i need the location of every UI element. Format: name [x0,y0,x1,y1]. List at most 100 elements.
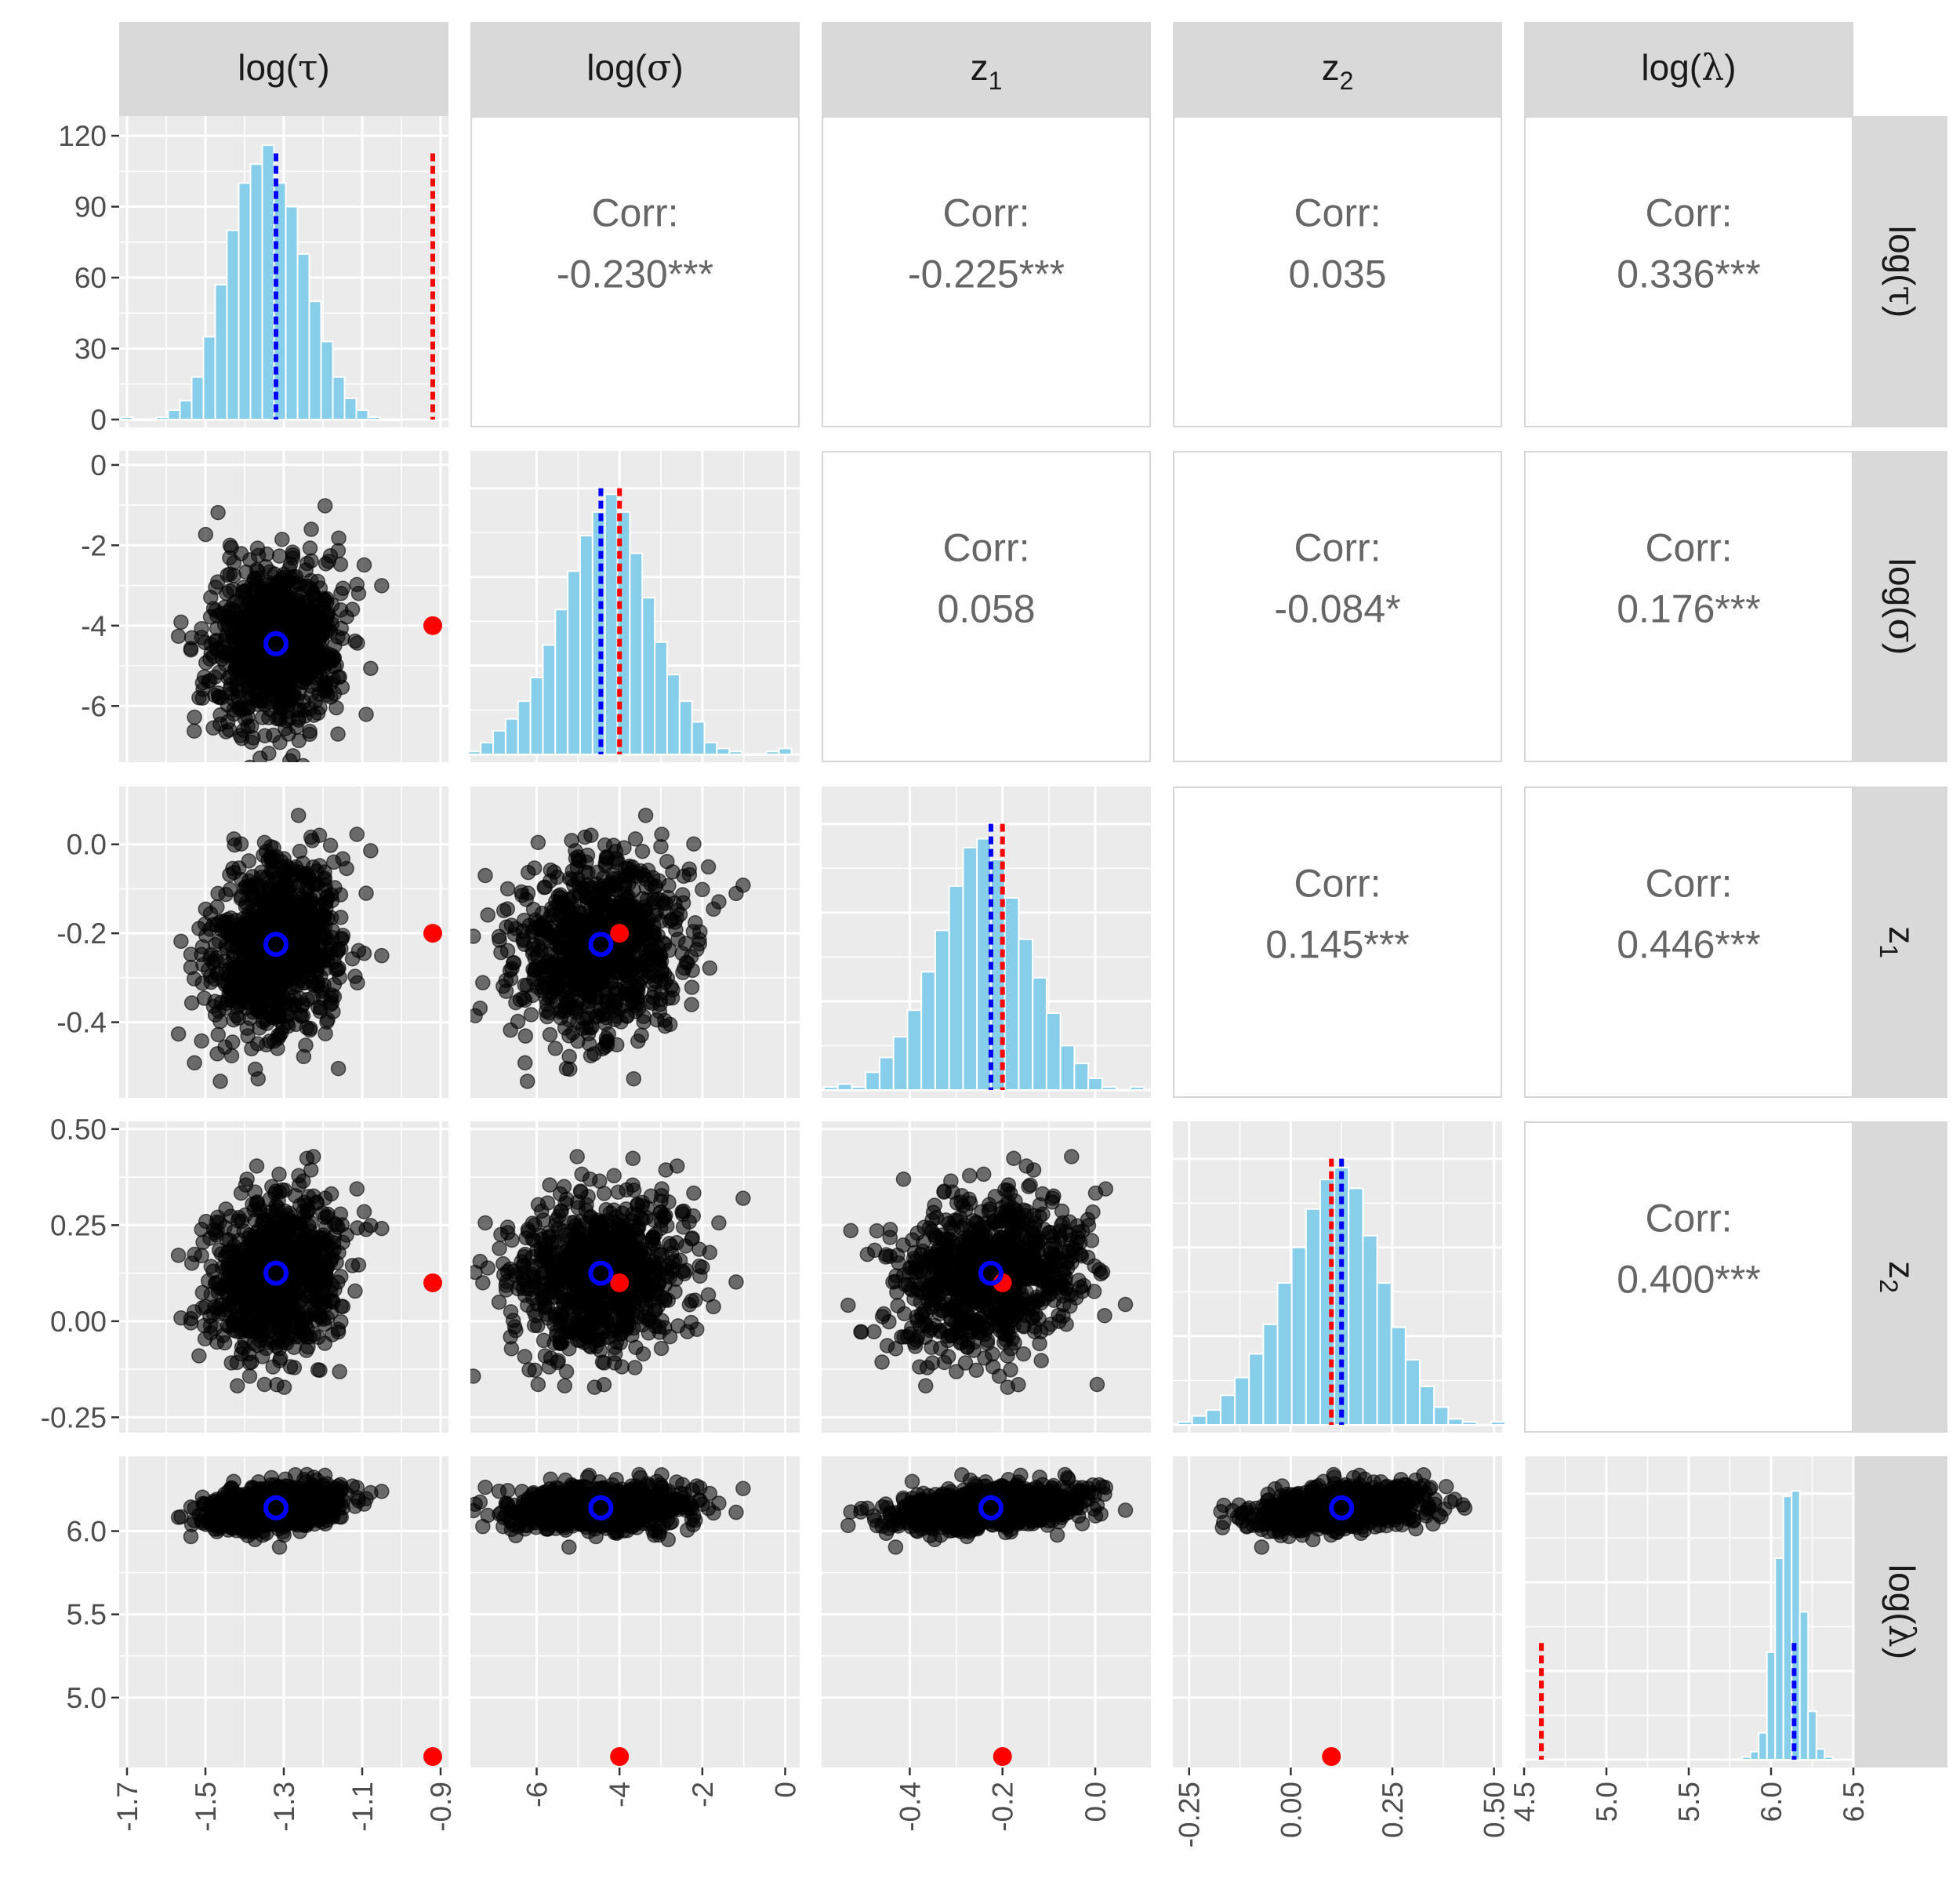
strip-label-tail: ) [1882,306,1922,318]
sample-point [654,1181,670,1197]
sample-point [292,1329,308,1345]
sample-point [211,689,227,706]
sample-point [472,1001,488,1016]
row-strip: log(λ) [1853,1456,1947,1768]
sample-point [256,834,273,851]
sample-point [537,1242,554,1258]
sample-point [323,1186,339,1202]
sample-point [520,885,536,901]
sample-point [569,1149,585,1164]
sample-point [596,1186,612,1201]
sample-point [607,1232,622,1248]
sample-point [335,580,351,597]
sample-point [537,879,554,896]
histogram-bar [865,1071,880,1092]
sample-point [258,1037,274,1053]
sample-point [183,1315,199,1331]
sample-point [256,696,273,713]
strip-label-text: z1 [1875,926,1922,958]
sample-point [212,664,227,681]
row-strip-bg [1853,451,1947,762]
sample-point [528,1308,544,1324]
histogram-bar [666,674,681,756]
sample-point [259,546,275,562]
row-strip: log(σ) [1853,451,1947,762]
sample-point [212,1215,227,1230]
sample-point [681,867,698,883]
sample-point [557,1378,573,1393]
correlation-panel: Corr:0.446*** [1524,787,1853,1098]
correlation-panel: Corr:0.176*** [1524,451,1853,762]
histogram-bar [504,718,519,756]
strip-label-text: z2 [1875,1261,1922,1293]
point-cloud [470,1149,751,1395]
sample-point [282,691,299,707]
strip-label: log(σ) [1881,558,1923,655]
strip-label-symbol: σ [1881,618,1923,642]
sample-point [627,925,644,940]
sample-point [495,903,512,918]
sample-point [282,993,299,1009]
sample-point [549,869,565,885]
sample-point [575,1285,591,1302]
sample-point [648,904,665,920]
row-strip-bg [1853,1456,1947,1768]
sample-point [502,1261,518,1277]
sample-point [187,1055,202,1071]
sample-point [326,685,343,702]
histogram-bar [691,721,706,756]
histogram-bar [542,644,557,756]
histogram-panel [822,787,1151,1098]
sample-point [630,1001,647,1016]
correlation-label: Corr: [942,526,1029,570]
histogram-bar [554,609,569,756]
point-cloud [170,498,442,762]
sample-point [291,732,307,749]
sample-point [349,827,365,842]
sample-point [256,588,271,605]
histogram-bar [765,750,780,755]
sample-point [303,1020,318,1037]
sample-point [575,881,591,896]
scatter-panel [119,787,448,1098]
strip-label: log(λ) [1881,1564,1923,1659]
histogram-bar [920,971,936,1091]
strip-label-text: z2 [1322,47,1354,95]
sample-point [261,745,277,761]
sample-point [262,564,278,579]
sample-point [527,1362,543,1379]
sample-point [191,1348,207,1364]
sample-point [350,1257,367,1273]
sample-point [557,896,573,912]
sample-point [620,1307,637,1324]
sample-point [262,993,278,1009]
sample-point [303,521,319,537]
sample-point [480,907,495,923]
sample-point [312,580,328,596]
sample-point [215,973,231,989]
sample-point [639,892,655,908]
sample-point [215,913,230,929]
sample-point [215,1280,230,1295]
sample-point [220,609,236,626]
sample-point [667,1284,683,1300]
strip-label-sub: 2 [1340,67,1354,95]
sample-point [652,1220,669,1237]
correlation-label: Corr: [1645,191,1732,235]
sample-point [658,1162,674,1178]
histogram-bar [778,747,793,756]
sample-point [537,914,554,930]
sample-point [675,965,691,980]
sample-point [475,975,491,990]
sample-point [688,1321,705,1337]
sample-point [249,987,266,1003]
strip-label-base: z [1882,926,1922,944]
histogram-bar [604,493,619,755]
correlation-value: -0.225*** [908,253,1065,296]
sample-point [210,504,226,521]
histogram-panel [467,451,800,762]
strip-label-sub: 1 [989,67,1003,95]
sample-point [238,564,254,580]
histogram-bar [529,676,544,755]
sample-point [242,927,259,943]
